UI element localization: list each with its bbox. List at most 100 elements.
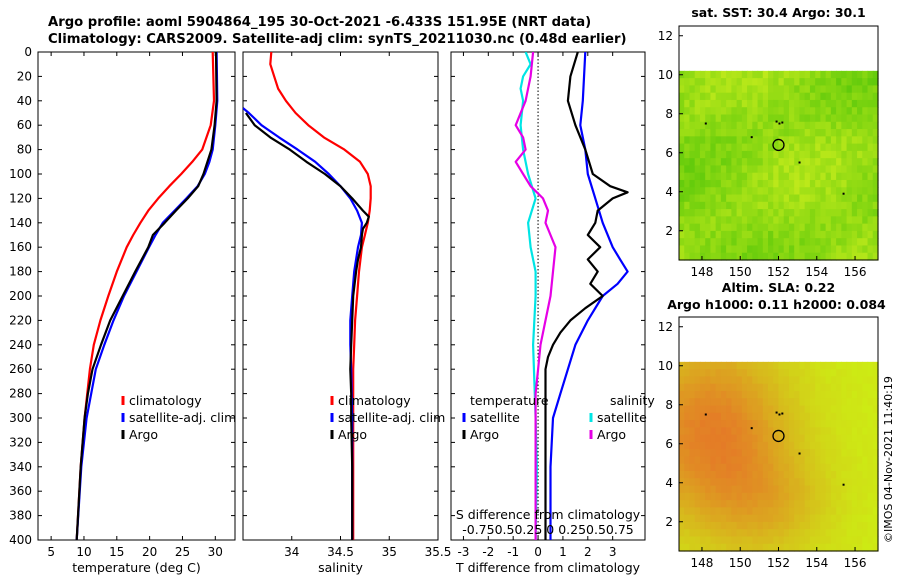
map-cell (783, 245, 790, 254)
map-cell (804, 449, 811, 458)
map-cell (867, 70, 874, 79)
map-cell (684, 500, 691, 508)
map-cell (715, 114, 722, 123)
map-cell (872, 172, 879, 181)
map-cell (788, 536, 795, 545)
map-cell (762, 521, 769, 530)
map-cell (710, 521, 717, 530)
map-cell (872, 245, 879, 254)
map-cell (820, 376, 827, 385)
map-cell (684, 427, 691, 436)
map-cell (773, 383, 780, 392)
map-cell (736, 492, 743, 501)
map-cell (862, 412, 869, 421)
map-cell (857, 165, 863, 174)
map-cell (710, 434, 717, 443)
map-cell (747, 194, 753, 203)
map-cell (715, 165, 722, 174)
map-cell (851, 463, 858, 472)
map-cell (757, 420, 764, 428)
map-cell (679, 485, 685, 494)
map-cell (689, 165, 696, 174)
map-cell (799, 434, 806, 443)
map-cell (757, 150, 764, 159)
map-cell (720, 434, 727, 443)
map-cell (710, 143, 717, 152)
map-cell (815, 376, 821, 385)
map-cell (747, 165, 753, 174)
map-cell (867, 194, 874, 203)
map-cell (752, 158, 759, 167)
map-cell (820, 230, 827, 239)
map-cell (830, 165, 837, 174)
map-cell (705, 252, 712, 261)
map-cell (809, 420, 816, 428)
map-cell (699, 121, 706, 130)
map-cell (788, 361, 795, 370)
map-cell (715, 427, 722, 436)
map-cell (783, 543, 790, 552)
map-cell (715, 412, 722, 421)
map-cell (705, 500, 712, 508)
map-cell (715, 485, 722, 494)
map-cell (705, 456, 712, 465)
map-cell (762, 121, 769, 130)
map-cell (762, 463, 769, 472)
map-cell (747, 492, 753, 501)
map-cell (809, 230, 816, 239)
map-cell (846, 361, 853, 370)
map-cell (815, 434, 821, 443)
map-cell (752, 521, 759, 530)
map-cell (815, 238, 821, 247)
map-cell (846, 172, 853, 181)
map-cell (851, 514, 858, 523)
map-cell (757, 514, 764, 523)
map-cell (768, 390, 774, 399)
map-cell (825, 129, 832, 137)
map-cell (773, 165, 780, 174)
map-cell (804, 92, 811, 101)
map-cell (747, 383, 753, 392)
map-cell (715, 543, 722, 552)
map-cell (783, 376, 790, 385)
map-cell (783, 514, 790, 523)
map-cell (815, 383, 821, 392)
map-cell (857, 449, 863, 458)
map-cell (794, 420, 801, 428)
y-tick-label: 200 (9, 289, 32, 303)
map-cell (773, 449, 780, 458)
map-cell (820, 136, 827, 145)
map-cell (689, 172, 696, 181)
map-cell (862, 390, 869, 399)
map-cell (783, 412, 790, 421)
map-cell (815, 136, 821, 145)
map-cell (736, 252, 743, 261)
map-cell (836, 92, 842, 101)
map-cell (867, 223, 874, 232)
map-cell (836, 390, 842, 399)
map-cell (731, 485, 738, 494)
map-cell (794, 383, 801, 392)
map-cell (804, 478, 811, 487)
map-cell (731, 252, 738, 261)
map-cell (851, 478, 858, 487)
map-cell (820, 179, 827, 188)
map-cell (710, 514, 717, 523)
map-cell (809, 187, 816, 196)
map-x-tick-label: 156 (844, 265, 867, 279)
map-cell (788, 485, 795, 494)
map-cell (747, 514, 753, 523)
map-cell (815, 179, 821, 188)
map-cell (762, 252, 769, 261)
map-cell (836, 143, 842, 152)
map-cell (788, 449, 795, 458)
map-cell (720, 201, 727, 210)
map-cell (773, 441, 780, 450)
map-cell (726, 434, 732, 443)
map-cell (809, 514, 816, 523)
map-cell (825, 398, 832, 407)
map-cell (804, 529, 811, 538)
map-cell (846, 390, 853, 399)
map-cell (841, 143, 848, 152)
map-cell (799, 230, 806, 239)
